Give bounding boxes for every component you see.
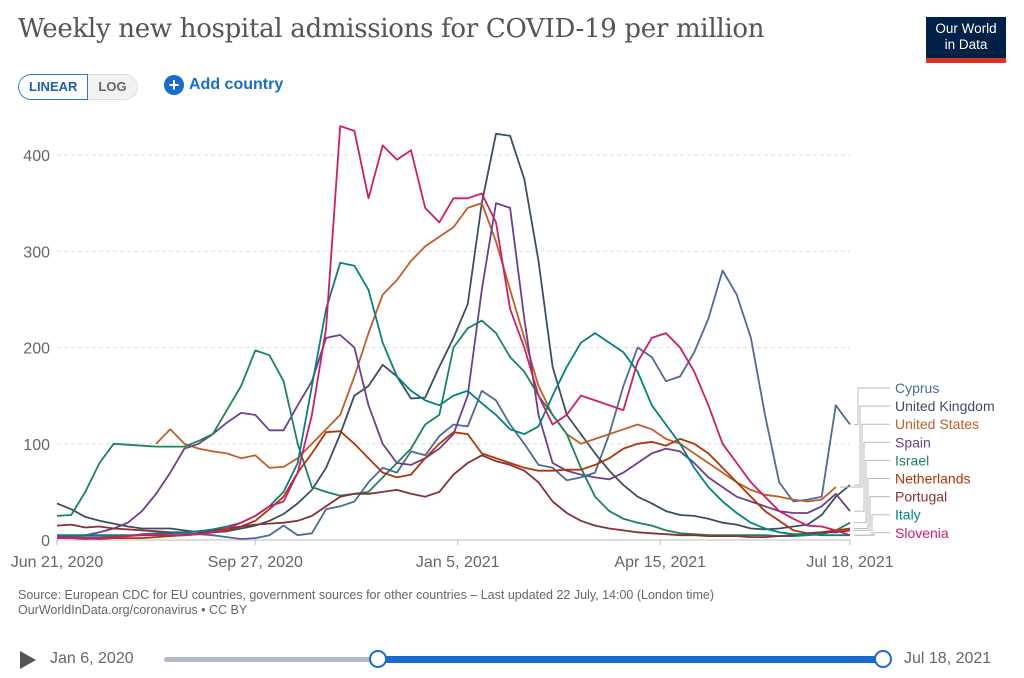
timeline-start-label: Jan 6, 2020	[50, 650, 134, 667]
timeline-end-handle[interactable]	[874, 650, 892, 668]
legend-label: United States	[895, 416, 979, 432]
license-text[interactable]: OurWorldInData.org/coronavirus • CC BY	[18, 603, 248, 617]
series-lines	[56, 125, 851, 540]
legend-connector	[854, 459, 890, 524]
y-axis-ticks: 0 100 200 300 400	[23, 148, 50, 550]
timeline-start-handle[interactable]	[369, 650, 387, 668]
logo-line-1: Our World	[935, 21, 997, 36]
add-country-button[interactable]: + Add country	[164, 75, 283, 95]
legend-connector	[854, 478, 890, 529]
series-line-united-states	[155, 202, 837, 503]
x-tick-label: Jul 18, 2021	[806, 554, 893, 571]
series-line-israel	[56, 319, 851, 537]
legend-connector	[854, 387, 890, 425]
line-chart: 0 100 200 300 400 Jun 21, 2020 Sep 27, 2020 Ja…	[11, 125, 995, 571]
scale-toggle: LINEAR LOG	[18, 74, 138, 100]
play-icon[interactable]	[20, 651, 36, 669]
logo-line-2: in Data	[944, 37, 988, 52]
series-line-united-kingdom	[56, 132, 851, 534]
legend-connector	[854, 532, 890, 536]
legend-label: Portugal	[895, 489, 947, 505]
x-axis: Jun 21, 2020 Sep 27, 2020 Jan 5, 2021 Apr 1…	[11, 539, 894, 571]
legend-label: Israel	[895, 452, 929, 468]
logo-accent-bar	[926, 58, 1006, 63]
source-text: Source: European CDC for EU countries, g…	[18, 588, 714, 602]
x-tick-label: Sep 27, 2020	[208, 554, 303, 571]
owid-logo[interactable]: Our World in Data	[926, 17, 1006, 63]
x-tick-label: Jan 5, 2021	[416, 554, 500, 571]
legend: Cyprus United Kingdom United States Spain Is…	[839, 380, 995, 541]
legend-label: Slovenia	[895, 525, 949, 541]
series-line-italy	[57, 261, 850, 537]
y-tick-label: 300	[23, 244, 50, 261]
source-note: Source: European CDC for EU countries, g…	[18, 588, 714, 618]
timeline-end-label: Jul 18, 2021	[904, 650, 992, 667]
y-tick-label: 100	[23, 437, 50, 454]
add-country-label: Add country	[189, 76, 284, 93]
legend-label: Cyprus	[895, 380, 939, 396]
series-line-slovenia	[57, 125, 851, 540]
legend-label: Netherlands	[895, 471, 971, 487]
linear-scale-button[interactable]: LINEAR	[18, 74, 89, 100]
legend-label: Italy	[895, 507, 921, 523]
timeline-selected-range[interactable]	[378, 656, 884, 663]
legend-connector	[854, 514, 890, 536]
y-tick-label: 200	[23, 341, 50, 358]
legend-connector	[854, 441, 890, 512]
legend-label: United Kingdom	[895, 398, 995, 414]
series-line-cyprus	[57, 269, 851, 540]
series-line-spain	[56, 202, 851, 538]
y-tick-label: 400	[23, 148, 50, 165]
series-line-portugal	[56, 454, 851, 538]
log-scale-button[interactable]: LOG	[88, 74, 138, 100]
legend-label: Spain	[895, 434, 931, 450]
x-tick-label: Apr 15, 2021	[614, 554, 706, 571]
gridlines	[57, 154, 850, 445]
legend-connector	[854, 496, 890, 531]
timeline: Jan 6, 2020 Jul 18, 2021	[18, 648, 1008, 672]
y-tick-label: 0	[41, 533, 50, 550]
legend-connector	[839, 423, 890, 488]
legend-connector	[854, 405, 890, 486]
chart-title: Weekly new hospital admissions for COVID…	[18, 14, 765, 44]
plus-icon: +	[164, 75, 184, 95]
x-tick-label: Jun 21, 2020	[11, 554, 104, 571]
